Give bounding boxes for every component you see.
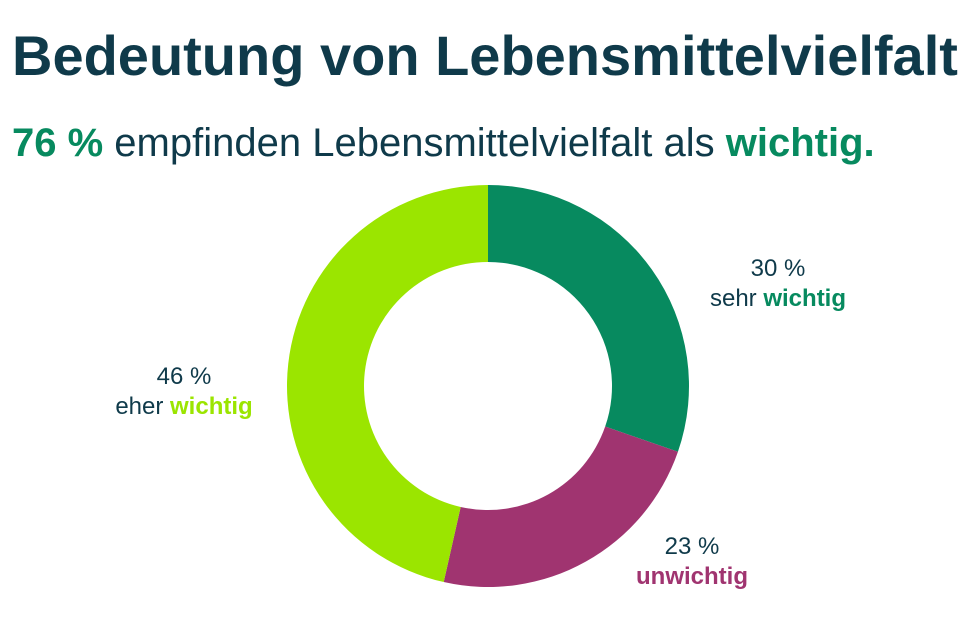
- slice-label-value: 30 %: [750, 255, 806, 282]
- slice-label-unwichtig: 23 % unwichtig: [612, 532, 772, 592]
- donut-slice-sehr-wichtig: [488, 185, 690, 452]
- slice-label-prefix: sehr: [709, 285, 764, 312]
- slice-label-eher-wichtig: 46 % eher wichtig: [104, 362, 264, 422]
- chart-title: Bedeutung von Lebensmittelvielfalt: [12, 24, 958, 87]
- donut-slice-unwichtig: [443, 426, 678, 587]
- slice-label-sehr-wichtig: 30 % sehr wichtig: [698, 254, 858, 314]
- slice-label-value: 46 %: [156, 363, 212, 390]
- slice-label-word: wichtig: [763, 285, 847, 312]
- chart-subtitle: 76 % empfinden Lebensmittelvielfalt als …: [12, 118, 875, 168]
- subtitle-keyword: wichtig.: [725, 121, 875, 165]
- subtitle-text: empfinden Lebensmittelvielfalt als: [114, 121, 715, 165]
- slice-label-prefix: eher: [115, 393, 171, 420]
- slice-label-word: wichtig: [170, 393, 253, 420]
- donut-slice-eher-wichtig: [287, 185, 488, 583]
- slice-label-value: 23 %: [664, 533, 720, 560]
- subtitle-value: 76 %: [12, 121, 104, 165]
- slice-label-word: unwichtig: [636, 563, 748, 590]
